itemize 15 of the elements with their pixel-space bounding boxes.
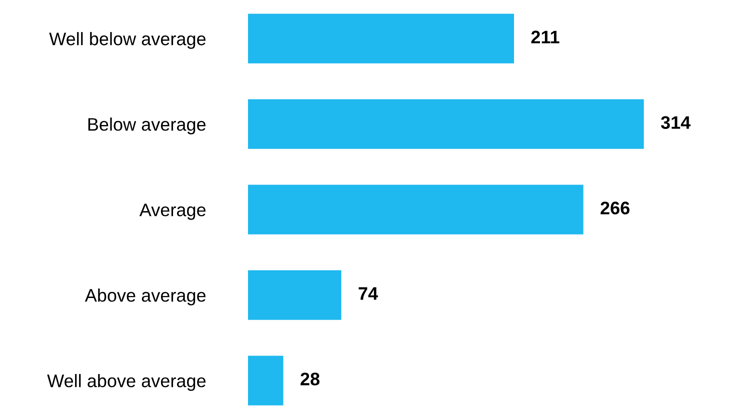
y-tick-label: Below average	[88, 118, 206, 134]
y-tick-label: Well below average	[49, 32, 206, 49]
y-tick-label: Well above average	[47, 374, 206, 391]
bar	[248, 270, 342, 320]
data-label: 314	[660, 116, 691, 129]
data-label: 28	[300, 372, 320, 386]
bar	[248, 99, 644, 149]
data-label: 266	[600, 202, 630, 214]
bar	[248, 14, 514, 64]
y-tick-label: Above average	[84, 288, 206, 306]
bar	[248, 184, 584, 234]
data-label: 211	[531, 30, 560, 44]
data-label: 74	[358, 287, 378, 300]
y-tick-label: Average	[139, 204, 206, 220]
bar	[248, 356, 284, 406]
